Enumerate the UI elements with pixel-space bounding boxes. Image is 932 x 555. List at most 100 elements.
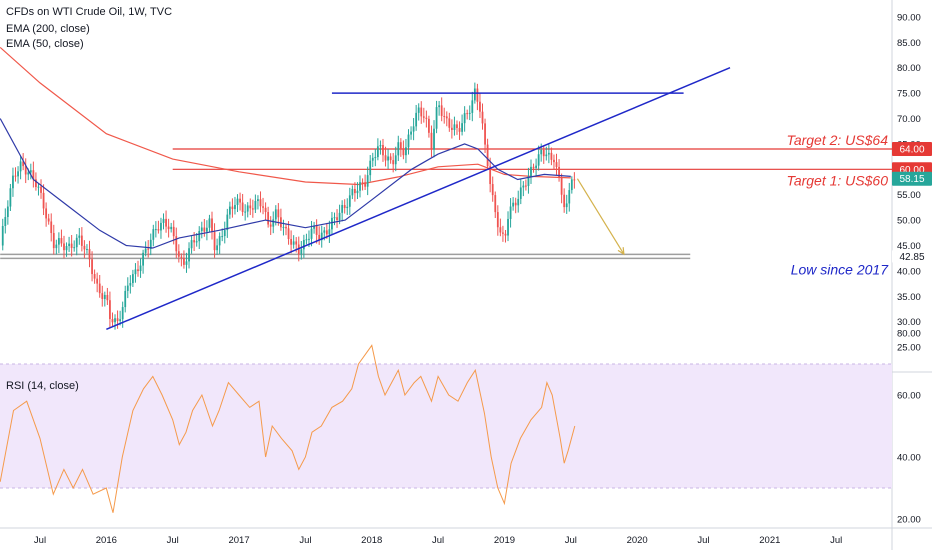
candle-body: [93, 274, 96, 279]
price-tick-label: 40.00: [897, 266, 921, 277]
candle-body: [466, 113, 469, 115]
candle-body: [42, 192, 45, 209]
candle-body: [40, 186, 42, 193]
candle-body: [78, 235, 81, 238]
candle-body: [369, 160, 372, 176]
candle-body: [438, 105, 441, 108]
candle-body: [512, 202, 515, 207]
candle-body: [507, 218, 509, 236]
candle-body: [341, 205, 344, 213]
candle-body: [55, 244, 58, 249]
time-tick-label: Jul: [830, 535, 842, 546]
rsi-legend[interactable]: RSI (14, close): [6, 380, 79, 392]
price-badge-low-label: 42.85: [899, 252, 924, 263]
candle-body: [476, 88, 479, 102]
candle-body: [295, 241, 298, 245]
time-axis[interactable]: Jul 2016 Jul 2017 Jul 2018 Jul 2019 Jul 2020 Jul 20…: [34, 535, 842, 546]
candle-body: [246, 205, 249, 212]
candle-body: [73, 247, 76, 249]
candle-body: [269, 224, 272, 227]
candle-body: [193, 240, 196, 243]
rsi-band: [0, 364, 892, 488]
candle-body: [364, 182, 367, 187]
candle-body: [558, 166, 560, 178]
candle-body: [425, 117, 428, 119]
candle-body: [114, 318, 116, 323]
candle-body: [70, 243, 73, 248]
candle-body: [313, 225, 315, 229]
candle-body: [542, 149, 545, 157]
candle-body: [223, 230, 226, 237]
candle-body: [463, 113, 466, 124]
time-tick-label: 2016: [96, 535, 117, 546]
symbol-title[interactable]: CFDs on WTI Crude Oil, 1W, TVC: [6, 6, 173, 18]
candle-body: [430, 132, 433, 150]
rsi-tick-label: 40.00: [897, 453, 921, 464]
candle-body: [315, 225, 318, 235]
trendline[interactable]: [106, 67, 731, 331]
candle-body: [175, 236, 178, 252]
candle-body: [433, 128, 435, 150]
candle-body: [389, 156, 392, 161]
candle-body: [126, 285, 129, 291]
candle-body: [351, 188, 354, 196]
target1-annotation[interactable]: Target 1: US$60: [787, 172, 889, 188]
candle-body: [453, 124, 456, 130]
price-badge-64: 64.00: [892, 141, 932, 156]
candle-body: [14, 175, 17, 177]
candle-body: [267, 212, 270, 225]
candle-body: [524, 185, 527, 187]
time-tick-label: Jul: [565, 535, 577, 546]
candle-body: [262, 206, 264, 208]
candle-body: [170, 226, 173, 230]
candle-body: [448, 118, 451, 128]
candle-body: [494, 195, 497, 213]
candle-body: [154, 229, 157, 231]
candle-body: [101, 293, 104, 299]
candle-body: [221, 236, 224, 238]
time-tick-label: Jul: [697, 535, 709, 546]
candle-body: [384, 155, 387, 161]
candle-body: [144, 248, 147, 253]
target2-annotation[interactable]: Target 2: US$64: [787, 132, 889, 148]
time-tick-label: 2020: [627, 535, 648, 546]
candle-body: [211, 218, 213, 232]
candle-body: [205, 227, 208, 232]
candle-body: [162, 218, 165, 223]
candle-body: [320, 232, 323, 241]
projection-arrow[interactable]: [576, 178, 625, 255]
candle-body: [17, 171, 19, 177]
candle-body: [371, 157, 374, 161]
candle-body: [190, 240, 193, 249]
candle-body: [359, 182, 361, 191]
candle-body: [484, 123, 486, 145]
ema200-legend[interactable]: EMA (200, close): [6, 23, 90, 35]
candle-body: [420, 107, 423, 117]
candle-body: [473, 88, 476, 101]
candle-body: [165, 218, 167, 227]
candle-body: [52, 233, 55, 249]
candle-body: [198, 230, 201, 242]
candle-body: [481, 111, 484, 124]
candle-body: [251, 208, 254, 210]
candle-body: [519, 187, 522, 199]
candle-body: [456, 124, 458, 128]
candle-body: [167, 226, 170, 230]
rsi-tick-label: 80.00: [897, 329, 921, 340]
candle-body: [382, 145, 384, 156]
candle-body: [103, 294, 106, 299]
candle-body: [422, 116, 425, 118]
ema50-legend[interactable]: EMA (50, close): [6, 38, 84, 50]
candle-body: [399, 142, 402, 149]
candle-body: [374, 157, 377, 159]
candle-body: [208, 218, 211, 228]
candle-body: [573, 179, 576, 181]
time-tick-label: Jul: [432, 535, 444, 546]
candle-body: [216, 245, 219, 251]
candle-body: [226, 214, 229, 231]
low-since-annotation[interactable]: Low since 2017: [791, 261, 890, 277]
candle-body: [200, 227, 203, 231]
candle-body: [331, 217, 333, 230]
candle-body: [305, 239, 308, 241]
